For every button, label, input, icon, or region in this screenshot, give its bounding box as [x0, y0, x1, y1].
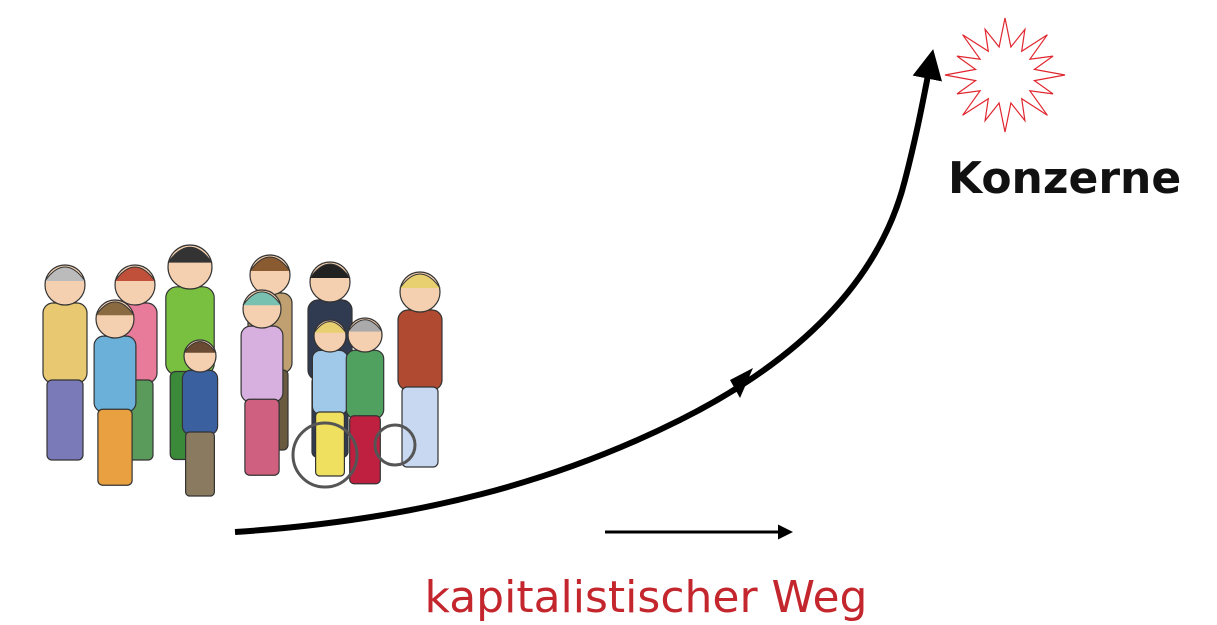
figure-part — [250, 257, 290, 271]
page: Konzerne kapitalistischer Weg (() => { c… — [0, 0, 1217, 625]
figure-part — [312, 350, 347, 414]
node-label: Konzerne — [948, 153, 1181, 204]
figure-part — [94, 336, 136, 412]
figure-part — [402, 387, 438, 467]
people-group — [43, 245, 442, 496]
figure-part — [241, 326, 283, 402]
figure-part — [47, 380, 83, 460]
figure-part — [346, 350, 383, 418]
figure-part — [43, 303, 87, 383]
figure-part — [400, 274, 440, 288]
diagram: Konzerne kapitalistischer Weg — [0, 0, 1217, 625]
figure-part — [348, 320, 382, 332]
figure-part — [182, 370, 217, 434]
figure-part — [398, 310, 442, 390]
figure-part — [316, 412, 345, 476]
edge-label: kapitalistischer Weg — [425, 572, 868, 623]
figure-part — [310, 264, 350, 278]
figure-part — [45, 267, 85, 281]
figure-part — [115, 267, 155, 281]
figure-part — [168, 247, 212, 262]
burst-icon — [945, 18, 1065, 132]
figure-part — [98, 409, 132, 485]
figure-part — [186, 432, 215, 496]
figure-part — [245, 399, 279, 475]
